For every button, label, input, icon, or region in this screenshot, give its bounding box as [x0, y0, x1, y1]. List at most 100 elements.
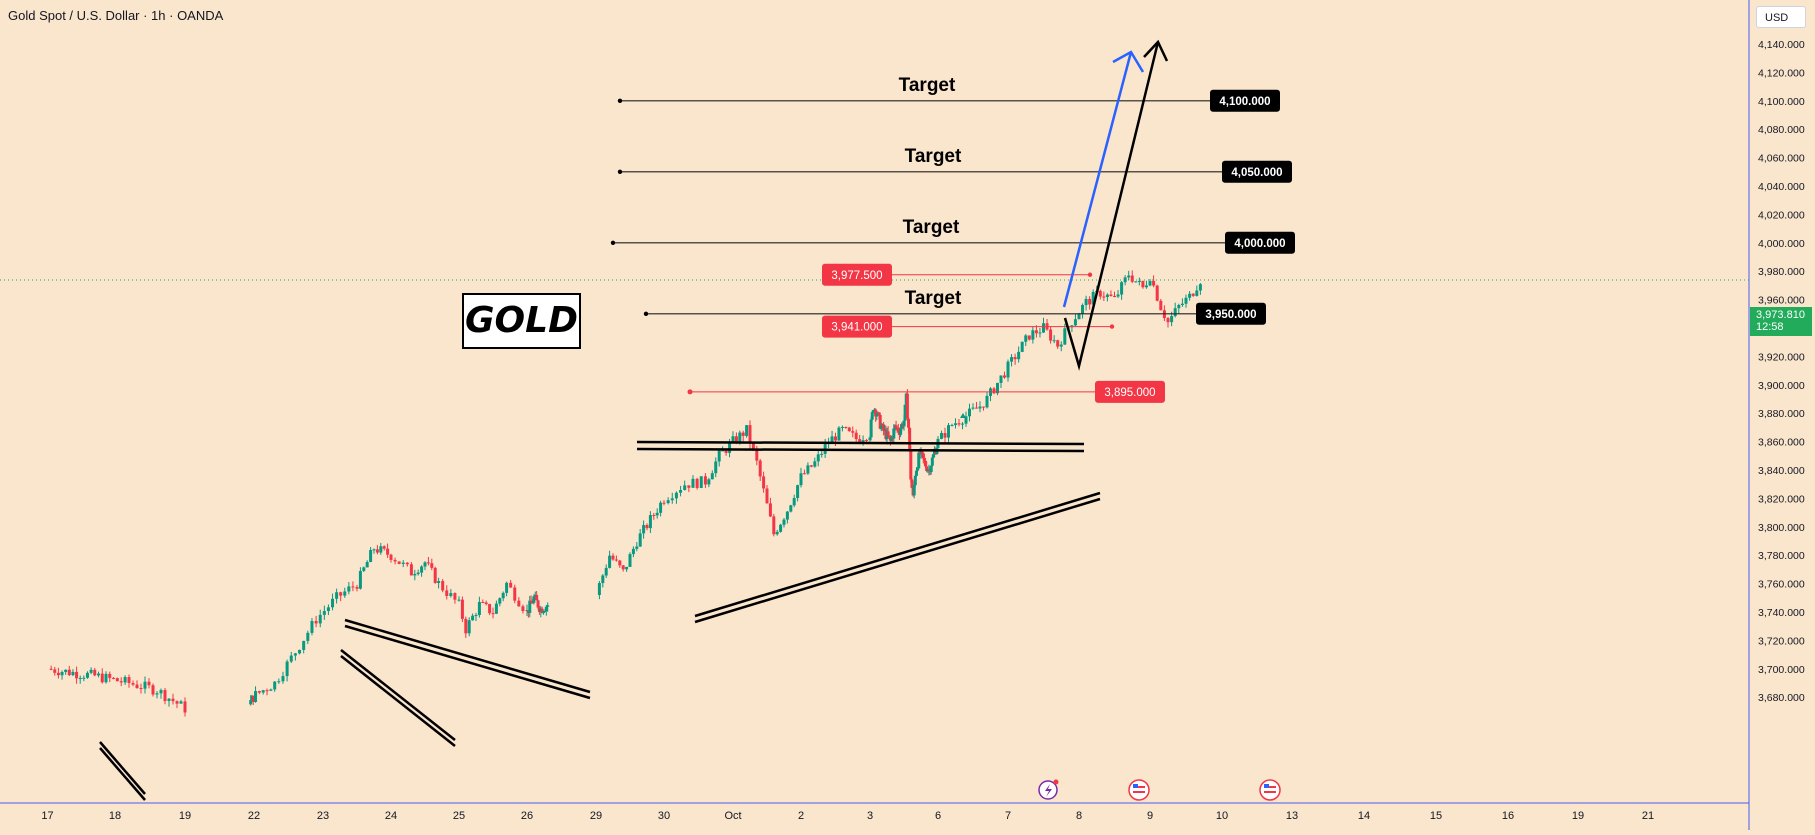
candle-body — [544, 606, 548, 612]
candle-body — [285, 661, 289, 677]
wedge-upper-trendline — [344, 624, 591, 700]
x-tick-label: 26 — [521, 810, 533, 822]
candle-body — [930, 457, 934, 466]
red-levels-group: 3,977.500 3,941.000 3,895.000 — [687, 263, 1165, 418]
x-tick-label: 29 — [590, 810, 602, 822]
candle-body — [433, 567, 437, 583]
candle-body — [772, 516, 776, 535]
candle-body — [929, 465, 933, 473]
candle-body — [546, 605, 550, 607]
candle-body — [645, 525, 649, 529]
candle-body — [628, 554, 632, 567]
candle-body — [326, 607, 330, 612]
candle-body — [913, 475, 917, 486]
candle-body — [409, 564, 413, 576]
candle-body — [249, 700, 253, 705]
candle-body — [379, 546, 383, 553]
y-tick-label: 3,960.000 — [1758, 295, 1805, 307]
flag-canton — [1264, 784, 1269, 788]
candle-body — [265, 690, 269, 692]
candle-body — [745, 425, 749, 436]
candle-body — [93, 669, 97, 676]
candle-body — [535, 594, 539, 601]
candle-body — [484, 602, 488, 605]
candle-body — [768, 503, 772, 517]
candle-body — [728, 442, 732, 453]
signal-marker — [960, 413, 966, 418]
candle-body — [355, 587, 359, 589]
candle-body — [382, 546, 386, 549]
wedge-upper-trendline — [344, 618, 591, 694]
candle-body — [908, 427, 912, 450]
candle-body — [251, 695, 255, 702]
candle-body — [1144, 285, 1148, 288]
candle-body — [943, 433, 947, 438]
candle-body — [858, 439, 862, 442]
black-projection-arrow — [1063, 41, 1160, 371]
red-price-label: 3,941.000 — [831, 322, 882, 334]
candle-body — [985, 395, 989, 408]
candle-body — [717, 450, 721, 462]
red-price-box — [822, 315, 892, 338]
y-tick-label: 3,900.000 — [1758, 380, 1805, 392]
x-tick-label: 24 — [385, 810, 397, 822]
gold-annotation-box[interactable]: GOLD — [462, 293, 581, 349]
candle-body — [151, 685, 155, 695]
candle-body — [1073, 319, 1077, 326]
candle-body — [830, 436, 834, 443]
candle-body — [293, 653, 297, 656]
candle-body — [703, 476, 707, 485]
candle-body — [751, 443, 755, 450]
candle-body — [521, 606, 525, 611]
currency-selector-button[interactable]: USD — [1756, 6, 1806, 28]
us-flag-event-icon — [1259, 779, 1281, 801]
candle-body — [785, 511, 789, 520]
candle-body — [1034, 330, 1038, 334]
candle-body — [924, 460, 928, 467]
candle-body — [1056, 340, 1060, 347]
candle-body — [1184, 297, 1188, 304]
y-tick-label: 3,840.000 — [1758, 465, 1805, 477]
candle-body — [887, 436, 891, 438]
candle-body — [910, 479, 914, 488]
candle-body — [642, 525, 646, 534]
red-level-handle — [1087, 272, 1093, 277]
candle-body — [254, 691, 258, 702]
y-tick-label: 4,140.000 — [1758, 39, 1805, 51]
candle-body — [940, 433, 943, 439]
candle-body — [789, 505, 793, 512]
candle-body — [869, 419, 873, 438]
candle-body — [903, 404, 907, 421]
candle-body — [765, 488, 769, 504]
candle-body — [648, 515, 652, 529]
candle-body — [1042, 323, 1045, 333]
candle-body — [115, 678, 119, 682]
event-dot — [1053, 779, 1059, 785]
candle-body — [925, 466, 929, 471]
candle-body — [666, 500, 670, 504]
candle-body — [540, 608, 544, 613]
candle-body — [1084, 298, 1088, 306]
target-label: Target — [905, 288, 962, 309]
candle-body — [347, 586, 351, 592]
candle-body — [491, 613, 495, 615]
candle-body — [183, 701, 187, 713]
candles-group — [49, 270, 1202, 717]
candle-body — [112, 677, 115, 679]
candle-body — [721, 450, 725, 452]
red-price-label: 3,977.500 — [831, 270, 882, 282]
candle-body — [1109, 294, 1113, 296]
candle-body — [281, 676, 285, 682]
candle-body — [1173, 308, 1177, 317]
candle-body — [899, 428, 903, 435]
y-tick-label: 3,800.000 — [1758, 522, 1805, 534]
candle-body — [734, 436, 738, 443]
y-tick-label: 3,760.000 — [1758, 579, 1805, 591]
candle-body — [996, 382, 999, 394]
candle-body — [389, 554, 393, 560]
flag-stripe — [1133, 786, 1145, 788]
candle-body — [868, 437, 872, 441]
candle-body — [597, 583, 601, 595]
candle-body — [89, 669, 93, 673]
